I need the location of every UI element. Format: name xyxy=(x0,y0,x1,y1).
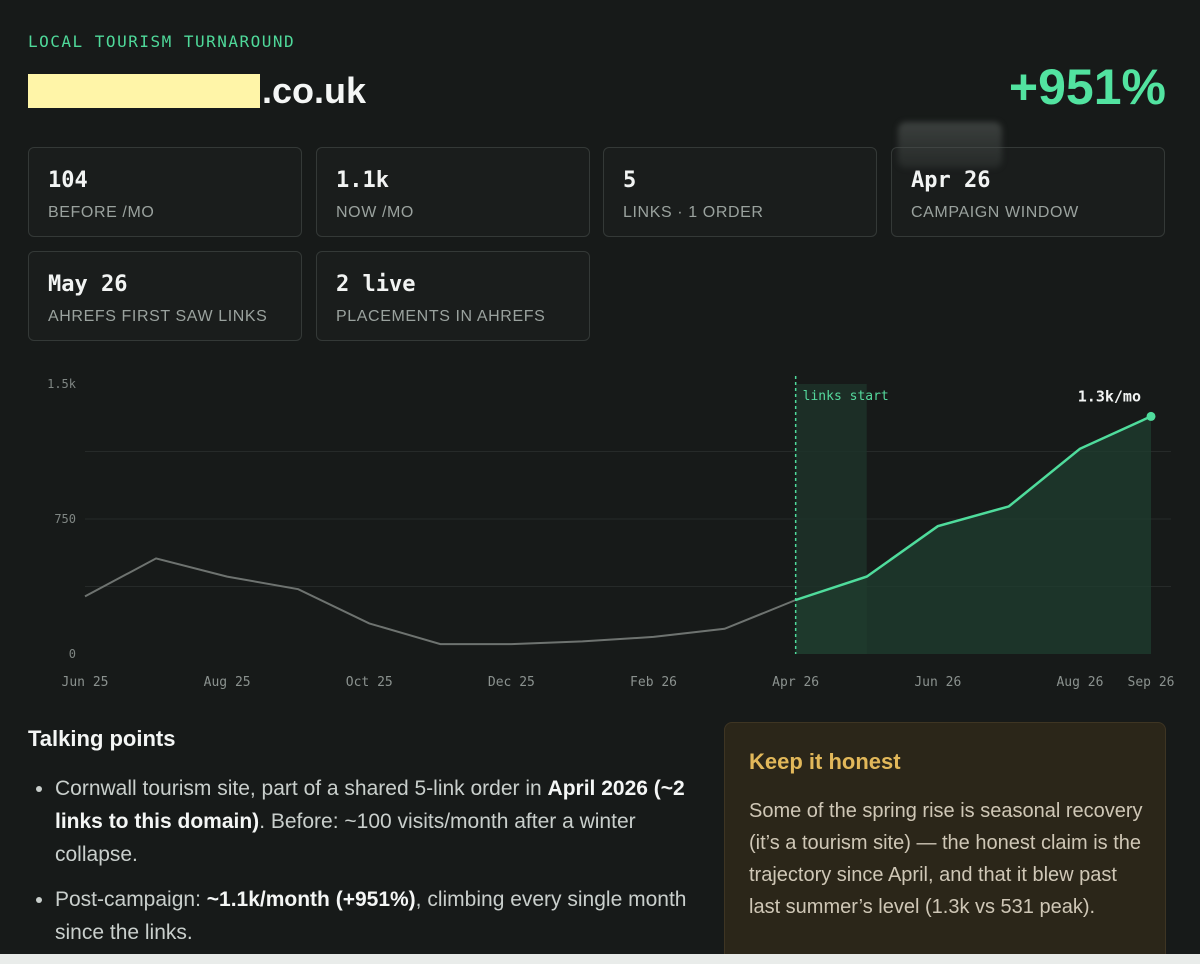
x-tick-label: Feb 26 xyxy=(630,675,677,690)
x-tick-label: Jun 26 xyxy=(914,675,961,690)
talking-point-text: , climbing every single month since the … xyxy=(55,888,687,944)
y-tick-label: 0 xyxy=(69,647,76,661)
stat-card-ahrefs-first-seen: May 26 AHREFS FIRST SAW LINKS xyxy=(28,251,302,341)
links-start-label: links start xyxy=(803,389,889,404)
endpoint-label: 1.3k/mo xyxy=(1078,387,1141,405)
keep-it-honest-callout: Keep it honest Some of the spring rise i… xyxy=(724,722,1166,964)
traffic-line-chart: 1.5k 750 0 Jun 25 Aug 25 Oct 25 Dec 25 Feb 26 Ap… xyxy=(47,376,1175,690)
talking-point-text: . Before: ~100 visits/month after a wint… xyxy=(55,810,636,866)
x-tick-label: Aug 26 xyxy=(1056,675,1103,690)
headline-change: +951% xyxy=(1008,59,1166,115)
stat-value: May 26 xyxy=(48,272,128,297)
talking-point-text: Post-campaign: xyxy=(55,888,207,911)
y-tick-label: 750 xyxy=(54,512,76,526)
bottom-edge xyxy=(0,954,1200,964)
eyebrow-label: LOCAL TOURISM TURNAROUND xyxy=(28,32,296,51)
y-tick-label: 1.5k xyxy=(47,377,77,391)
talking-point-emphasis: April 2026 (~2 links to this domain) xyxy=(55,777,685,833)
stat-value: Apr 26 xyxy=(911,168,991,193)
endpoint-dot xyxy=(1146,411,1156,421)
stat-label: AHREFS FIRST SAW LINKS xyxy=(48,308,268,325)
talking-point-item: Post-campaign: ~1.1k/month (+951%), clim… xyxy=(28,883,708,949)
series-line-before xyxy=(84,557,797,646)
stat-label: LINKS · 1 ORDER xyxy=(623,204,764,221)
callout-body: Some of the spring rise is seasonal reco… xyxy=(749,800,1143,918)
stat-value: 2 live xyxy=(336,272,416,297)
talking-points-list: Cornwall tourism site, part of a shared … xyxy=(28,772,708,961)
x-tick-label: Apr 26 xyxy=(772,675,819,690)
x-tick-label: Aug 25 xyxy=(204,675,251,690)
stat-label: NOW /MO xyxy=(336,204,414,221)
x-tick-label: Oct 25 xyxy=(346,675,393,690)
domain-suffix: .co.uk xyxy=(262,70,367,111)
talking-points-title: Talking points xyxy=(28,726,176,751)
talking-point-item: Cornwall tourism site, part of a shared … xyxy=(28,772,708,871)
stat-card-before: 104 BEFORE /MO xyxy=(28,147,302,237)
domain-title: .co.uk xyxy=(28,70,366,112)
talking-point-emphasis: ~1.1k/month (+951%) xyxy=(206,888,416,911)
redaction-block xyxy=(28,74,260,108)
stat-label: BEFORE /MO xyxy=(48,204,155,221)
blurred-overlay xyxy=(898,122,1002,168)
stat-value: 104 xyxy=(48,168,88,193)
stat-card-links: 5 LINKS · 1 ORDER xyxy=(603,147,877,237)
callout-title: Keep it honest xyxy=(749,749,901,774)
stat-card-now: 1.1k NOW /MO xyxy=(316,147,590,237)
stat-value: 5 xyxy=(623,168,637,193)
series-line-after xyxy=(795,415,1152,602)
stat-label: CAMPAIGN WINDOW xyxy=(911,204,1079,221)
talking-point-text: Cornwall tourism site, part of a shared … xyxy=(55,777,548,800)
stat-value: 1.1k xyxy=(336,168,389,193)
stat-label: PLACEMENTS IN AHREFS xyxy=(336,308,546,325)
x-tick-label: Sep 26 xyxy=(1128,675,1175,690)
post-campaign-area xyxy=(795,416,1151,654)
stat-card-placements: 2 live PLACEMENTS IN AHREFS xyxy=(316,251,590,341)
x-tick-label: Jun 25 xyxy=(62,675,109,690)
x-tick-label: Dec 25 xyxy=(488,675,535,690)
